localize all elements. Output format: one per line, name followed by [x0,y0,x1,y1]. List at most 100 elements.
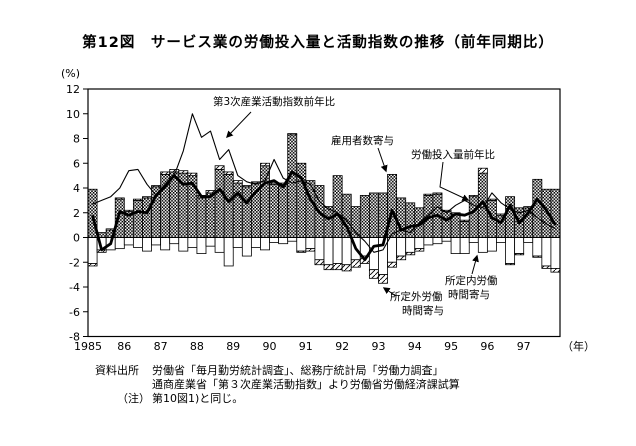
x-year-label: 1985 [74,340,102,353]
bar-segment-diagonal-hatch [541,265,552,269]
bar-segment-diagonal-hatch [296,250,307,253]
bar-segment-plain-white [450,237,461,254]
bar-segment-diagonal-hatch [405,251,416,256]
bar-segment-plain-white [205,237,216,247]
bar-segment-plain-white [396,237,407,257]
bar-segment-plain-white [441,237,452,242]
y-tick-label: 2 [73,207,80,220]
bar-segment-plain-white [468,237,479,243]
bar-segment-plain-white [423,237,434,246]
bar-segment-plain-white [514,237,525,254]
employment-contrib-arrow [377,147,388,173]
bar-segment-plain-white [477,237,488,253]
bar-segment-checker [505,196,516,238]
bar-segment-diagonal-hatch [414,248,425,252]
bar-segment-diagonal-hatch [178,170,189,174]
bar-segment-plain-white [214,237,225,253]
bar-segment-checker [359,195,370,238]
overtime-hours-label-line1: 所定外労働 [390,290,443,303]
bar-segment-diagonal-hatch [368,269,379,279]
bar-segment-plain-white [459,237,470,254]
bar-segment-checker [223,173,234,238]
bar-segment-plain-white [496,237,506,243]
bar-segment-diagonal-hatch [550,268,561,273]
bar-segment-checker [332,175,343,238]
y-axis: 12 10 8 6 4 2 0 -2 -4 -6 -8 [66,83,88,344]
bar-segment-plain-white [505,237,516,264]
bar-segment-checker [459,221,470,238]
bar-segment-plain-white [432,237,443,245]
x-year-label: 87 [154,340,168,353]
bar-segment-checker [368,192,379,238]
bar-segment-diagonal-hatch [223,171,234,175]
x-year-label: 89 [226,340,240,353]
bar-segment-diagonal-hatch [514,253,525,256]
bar-segment-checker [196,197,207,238]
bar-segment-plain-white [305,237,316,250]
bar-segment-plain-white [232,237,243,248]
bar-segment-plain-white [323,237,334,266]
scheduled-hours-label-line1: 所定内労働 [445,274,498,287]
x-year-label: 94 [408,340,422,353]
bar-segment-plain-white [287,237,298,242]
bar-segment-checker [387,173,398,238]
bar-segment-checker [260,165,270,238]
bar-segment-checker [441,211,452,238]
bar-segment-plain-white [278,237,289,245]
bar-segment-plain-white [341,237,352,266]
scheduled-hours-arrow [471,254,479,275]
bar-segment-plain-white [405,237,416,253]
bar-segment-diagonal-hatch [214,165,225,170]
bar-segment-diagonal-hatch [232,180,243,184]
x-axis-unit-label: （年） [562,339,595,353]
bar-segment-checker [269,183,280,238]
bar-segment-plain-white [296,237,307,252]
bar-segment-diagonal-hatch [123,209,134,212]
y-tick-label: -6 [69,306,80,319]
bar-segment-plain-white [550,237,561,269]
bar-segment-diagonal-hatch [260,162,270,167]
bar-segment-plain-white [523,237,534,243]
bar-segment-diagonal-hatch [305,248,316,252]
bar-segment-checker [278,183,289,238]
bar-segment-plain-white [169,237,180,245]
bar-segment-plain-white [241,237,252,257]
x-year-label: 96 [480,340,494,353]
bar-segment-plain-white [486,237,497,252]
note-line: 第10図1)と同じ。 [152,392,244,405]
bar-segment-diagonal-hatch [323,264,334,271]
bar-segment-diagonal-hatch [468,195,479,198]
bar-segment-checker [132,199,143,238]
bar-segment-diagonal-hatch [160,171,171,175]
bar-segment-plain-white [368,237,379,271]
labor-input-arrow [439,161,470,201]
y-tick-label: 8 [73,133,80,146]
bar-segment-plain-white [178,237,189,252]
bar-segment-diagonal-hatch [423,193,434,196]
bar-segment-diagonal-hatch [287,133,298,136]
x-year-label: 86 [117,340,131,353]
bar-segment-plain-white [142,237,152,252]
bar-segment-diagonal-hatch [387,261,398,268]
bar-segment-checker [205,192,216,238]
bar-segment-plain-white [332,237,343,264]
bar-segment-checker [550,188,561,238]
overtime-hours-arrow [382,287,397,297]
x-year-label: 92 [335,340,349,353]
bar-segment-checker [323,206,334,238]
x-year-label: 88 [190,340,204,353]
bar-segment-plain-white [187,237,198,248]
x-year-label: 95 [444,340,458,353]
bar-segment-diagonal-hatch [314,259,325,266]
bar-segment-checker [287,134,298,238]
bar-segment-diagonal-hatch [532,255,543,258]
bar-segment-checker [169,171,180,238]
bar-segment-plain-white [87,237,98,264]
bar-segment-diagonal-hatch [477,167,488,174]
bar-segment-diagonal-hatch [332,263,343,271]
bar-segment-diagonal-hatch [169,169,180,173]
line-series-group [91,113,557,262]
bar-segment-plain-white [160,237,171,251]
